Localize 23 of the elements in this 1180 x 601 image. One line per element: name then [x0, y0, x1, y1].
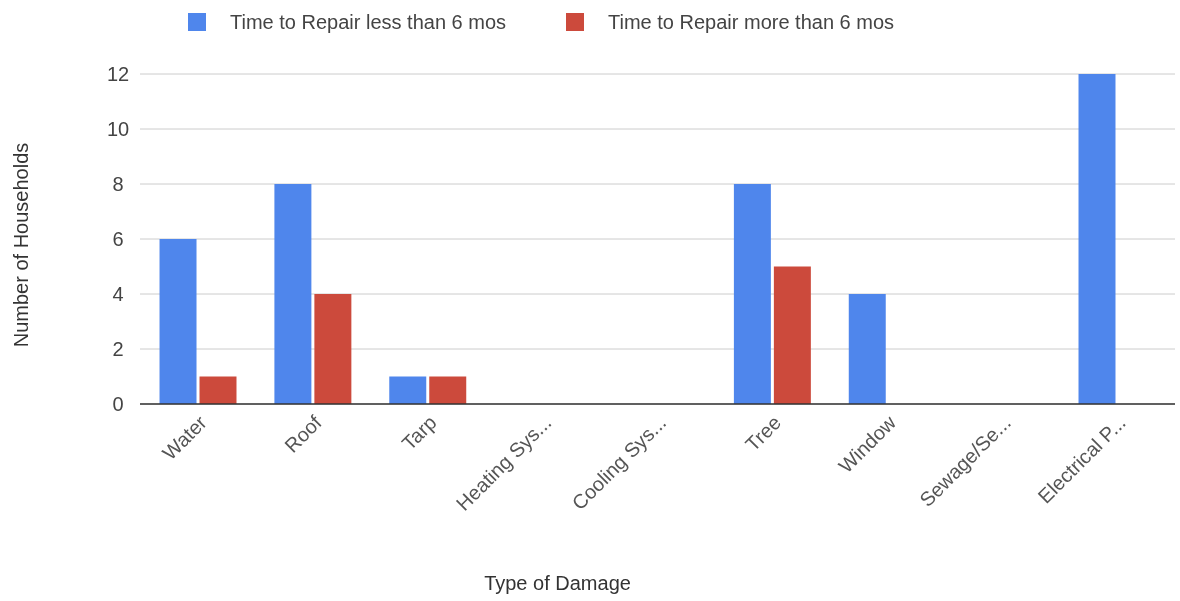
- legend-label: Time to Repair less than 6 mos: [230, 11, 507, 33]
- bar: [848, 294, 886, 404]
- bar: [314, 294, 352, 404]
- y-axis-title: Number of Households: [10, 142, 32, 348]
- x-axis-title: Type of Damage: [484, 572, 631, 594]
- bar: [773, 266, 811, 404]
- y-tick-label: 10: [106, 118, 130, 140]
- bar: [199, 376, 237, 404]
- bar: [274, 184, 312, 404]
- y-tick-label: 8: [112, 173, 124, 195]
- y-tick-label: 0: [112, 393, 124, 415]
- bar: [733, 184, 771, 404]
- x-tick-label: Tarp: [397, 411, 441, 455]
- y-tick-label: 6: [112, 228, 124, 250]
- bar: [1078, 74, 1116, 404]
- y-tick-label: 2: [112, 338, 124, 360]
- bar: [159, 239, 197, 404]
- y-tick-label: 4: [112, 283, 124, 305]
- x-tick-label: Tree: [741, 411, 786, 456]
- bar: [389, 376, 427, 404]
- bar: [429, 376, 467, 404]
- legend-label: Time to Repair more than 6 mos: [608, 11, 895, 33]
- y-tick-label: 12: [106, 63, 130, 85]
